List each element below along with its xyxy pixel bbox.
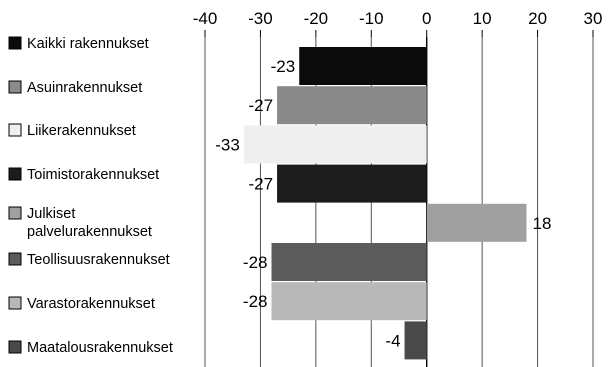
legend-swatch [8, 167, 22, 181]
bar [243, 125, 427, 164]
legend-swatch [8, 80, 22, 94]
bar [404, 321, 427, 360]
bar [426, 203, 527, 242]
x-tick-label: -20 [304, 9, 329, 28]
legend-swatch [8, 252, 22, 266]
x-axis-ticks: -40 -30 -20 -10 0 10 20 30 [193, 9, 603, 37]
legend-swatch [8, 123, 22, 137]
category-label: Kaikki rakennukset [27, 36, 149, 52]
bar [277, 86, 427, 125]
category-label: Julkiset [27, 206, 75, 222]
x-tick-label: 10 [473, 9, 492, 28]
data-label: -28 [243, 292, 268, 311]
category-label: Teollisuusrakennukset [27, 252, 170, 268]
bar [299, 47, 427, 85]
category-label: Maatalousrakennukset [27, 340, 173, 356]
bar [271, 282, 427, 321]
bar [277, 164, 427, 203]
data-label: -27 [248, 96, 273, 115]
legend-swatch [8, 206, 22, 220]
legend-swatch [8, 296, 22, 310]
bars: -23 -27 -33 -27 18 -28 -28 -4 [215, 47, 551, 360]
x-tick-label: 20 [528, 9, 547, 28]
legend-swatch [8, 340, 22, 354]
data-label: -27 [248, 175, 273, 194]
category-label: palvelurakennukset [27, 224, 152, 240]
category-label: Liikerakennukset [27, 123, 136, 139]
category-label: Asuinrakennukset [27, 80, 142, 96]
data-label: -4 [385, 331, 400, 350]
x-tick-label: -40 [193, 9, 218, 28]
data-label: -28 [243, 253, 268, 272]
category-label: Varastorakennukset [27, 296, 155, 312]
x-tick-label: -10 [359, 9, 384, 28]
legend: Kaikki rakennukset Asuinrakennukset Liiker… [8, 36, 173, 356]
data-label: -33 [215, 135, 240, 154]
data-label: -23 [271, 57, 296, 76]
bar [271, 243, 427, 281]
x-tick-label: 30 [584, 9, 603, 28]
legend-swatch [8, 36, 22, 50]
x-tick-label: 0 [422, 9, 431, 28]
data-label: 18 [532, 214, 551, 233]
x-tick-label: -30 [248, 9, 273, 28]
category-label: Toimistorakennukset [27, 167, 159, 183]
